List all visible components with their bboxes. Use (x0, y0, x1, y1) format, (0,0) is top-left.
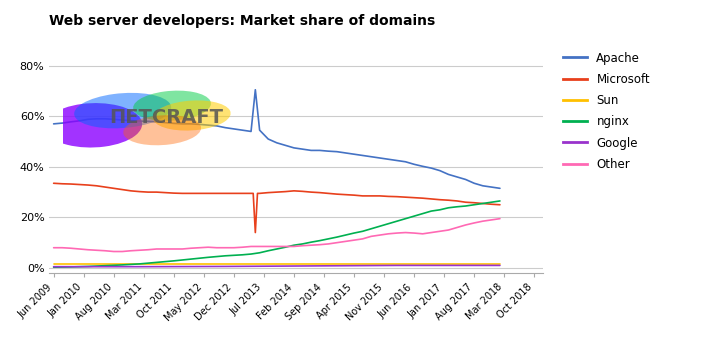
Ellipse shape (74, 93, 171, 128)
nginx (401, 217, 410, 221)
Line: Google: Google (54, 265, 500, 267)
Sun (393, 262, 401, 266)
Sun (49, 262, 58, 266)
Apache (49, 122, 58, 126)
Ellipse shape (123, 115, 201, 145)
nginx (290, 243, 298, 247)
nginx (350, 231, 358, 235)
nginx (410, 214, 418, 218)
nginx (427, 209, 436, 213)
nginx (247, 252, 255, 256)
Microsoft (393, 195, 401, 199)
nginx (135, 262, 144, 266)
Other (341, 239, 350, 244)
nginx (238, 253, 247, 257)
nginx (255, 251, 264, 255)
Ellipse shape (133, 91, 211, 121)
nginx (49, 265, 58, 269)
Microsoft (341, 193, 350, 197)
nginx (84, 264, 92, 268)
Microsoft (496, 203, 504, 207)
Line: Other: Other (54, 219, 500, 252)
nginx (393, 219, 401, 223)
nginx (221, 254, 230, 258)
nginx (461, 204, 470, 208)
nginx (204, 255, 212, 259)
Apache (315, 148, 324, 153)
Apache (324, 149, 333, 153)
Apache (496, 186, 504, 190)
nginx (487, 200, 496, 204)
nginx (496, 199, 504, 203)
nginx (470, 203, 479, 207)
nginx (187, 257, 195, 261)
Other (496, 217, 504, 221)
nginx (307, 240, 315, 244)
Microsoft (324, 191, 333, 195)
nginx (170, 259, 178, 263)
nginx (324, 237, 333, 241)
Line: Microsoft: Microsoft (54, 183, 500, 232)
Apache (358, 153, 367, 158)
Line: nginx: nginx (54, 201, 500, 267)
Ellipse shape (44, 103, 142, 147)
nginx (479, 201, 487, 205)
Other (109, 250, 118, 254)
Microsoft (49, 181, 58, 186)
Text: ПETCRAFT: ПETCRAFT (109, 108, 223, 127)
nginx (444, 206, 453, 210)
nginx (264, 248, 272, 253)
nginx (66, 265, 75, 269)
Apache (298, 147, 307, 151)
Other (401, 230, 410, 235)
Apache (221, 126, 230, 130)
Google (221, 264, 230, 268)
Other (453, 225, 461, 230)
nginx (453, 205, 461, 209)
Sun (135, 262, 144, 266)
Google (496, 263, 504, 267)
Apache (127, 118, 135, 122)
nginx (419, 211, 427, 216)
Microsoft (298, 189, 307, 194)
Google (393, 263, 401, 267)
nginx (315, 239, 324, 243)
nginx (333, 235, 341, 239)
Microsoft (221, 191, 230, 195)
Sun (307, 262, 315, 266)
nginx (436, 208, 444, 212)
Sun (221, 262, 230, 266)
nginx (376, 224, 384, 228)
Ellipse shape (153, 100, 231, 131)
Other (178, 247, 187, 251)
nginx (101, 264, 109, 268)
nginx (384, 222, 393, 226)
nginx (118, 263, 126, 267)
Line: Apache: Apache (54, 90, 500, 188)
Google (49, 265, 58, 269)
nginx (230, 253, 238, 257)
nginx (341, 233, 350, 237)
Text: Web server developers: Market share of domains: Web server developers: Market share of d… (49, 14, 436, 28)
Sun (496, 262, 504, 266)
Microsoft (58, 182, 66, 186)
Apache (251, 88, 259, 92)
nginx (298, 242, 307, 246)
nginx (367, 227, 376, 231)
Microsoft (251, 230, 259, 235)
Legend: Apache, Microsoft, Sun, nginx, Google, Other: Apache, Microsoft, Sun, nginx, Google, O… (558, 47, 655, 176)
Google (135, 265, 144, 269)
Other (324, 242, 333, 246)
nginx (281, 245, 290, 249)
nginx (273, 247, 281, 251)
Other (49, 246, 58, 250)
Other (315, 243, 324, 247)
Google (307, 264, 315, 268)
nginx (358, 229, 367, 233)
nginx (152, 260, 161, 265)
